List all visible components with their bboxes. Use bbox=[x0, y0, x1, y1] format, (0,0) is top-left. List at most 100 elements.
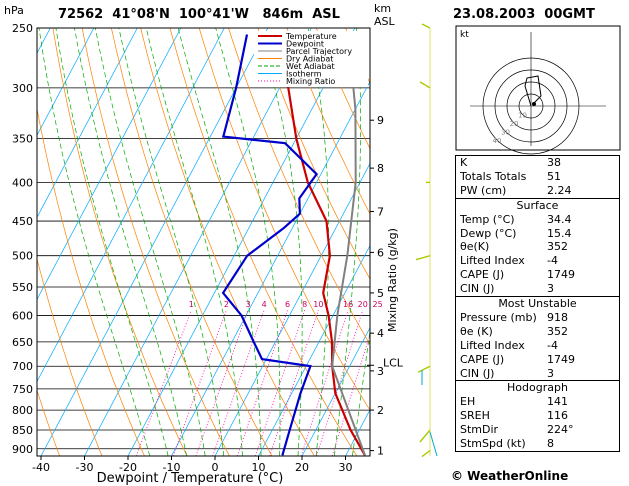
pressure-tick-label: 450 bbox=[12, 215, 33, 228]
isotherm-line bbox=[171, 80, 370, 456]
mixing-ratio-line bbox=[316, 309, 364, 456]
wind-barb bbox=[417, 365, 431, 373]
surface-row: Temp (°C) 34.4 bbox=[460, 212, 572, 226]
km-tick-label: 6 bbox=[377, 246, 384, 259]
dry-adiabat-line bbox=[140, 28, 315, 456]
hpa-label: hPa bbox=[4, 4, 24, 17]
isotherm-line bbox=[127, 28, 356, 456]
km-tick-label: 5 bbox=[377, 287, 384, 300]
station-line: 72562 41°08'N 100°41'W 846m ASL bbox=[58, 7, 340, 22]
wet-adiabat-line bbox=[55, 28, 169, 456]
pressure-tick-label: 650 bbox=[12, 336, 33, 349]
copyright: © WeatherOnline bbox=[451, 469, 569, 483]
dry-adiabat-line bbox=[257, 28, 370, 280]
wind-barb bbox=[419, 429, 431, 443]
mu-row: Pressure (mb) 918 bbox=[460, 311, 568, 325]
basic-indices-table: K 38 Totals Totals 51 PW (cm) 2.24 bbox=[455, 155, 620, 199]
asl-label: ASL bbox=[374, 15, 396, 28]
km-tick-label: 1 bbox=[377, 445, 384, 458]
wet-adiabat-line bbox=[118, 28, 225, 456]
surface-row: CAPE (J) 1749 bbox=[460, 268, 575, 282]
wet-adiabat-line bbox=[352, 328, 370, 456]
lcl-label: LCL bbox=[383, 356, 404, 369]
datetime: 23.08.2003 00GMT bbox=[453, 7, 595, 22]
pressure-tick-label: 750 bbox=[12, 383, 33, 396]
pressure-tick-label: 550 bbox=[12, 281, 33, 294]
isotherm-line bbox=[84, 28, 312, 456]
mixing-ratio-label: 8 bbox=[302, 300, 307, 309]
mixing-ratio-label: 1 bbox=[189, 300, 194, 309]
mu-row: θe (K) 352 bbox=[460, 324, 568, 338]
temp-tick-label: 0 bbox=[212, 461, 219, 474]
temp-tick-label: -40 bbox=[32, 461, 50, 474]
plot-frame bbox=[36, 27, 371, 457]
pressure-tick-label: 900 bbox=[12, 443, 33, 456]
km-tick-label: 8 bbox=[377, 162, 384, 175]
km-tick-label: 9 bbox=[377, 114, 384, 127]
hodograph-ring-label: 30 bbox=[501, 128, 510, 136]
wet-adiabat-line bbox=[94, 28, 206, 456]
wet-adiabat-line bbox=[74, 28, 187, 456]
hodograph-kt-label: kt bbox=[460, 30, 469, 40]
km-label: km bbox=[374, 2, 391, 15]
pressure-tick-label: 350 bbox=[12, 133, 33, 146]
pressure-tick-label: 850 bbox=[12, 424, 33, 437]
legend-label: Wet Adiabat bbox=[286, 62, 335, 71]
mixing-ratio-label: 2 bbox=[224, 300, 229, 309]
most-unstable-title: Most Unstable bbox=[498, 297, 577, 311]
dry-adiabat-line bbox=[169, 28, 358, 456]
index-row-tt: Totals Totals 51 bbox=[460, 169, 561, 183]
most-unstable-table: Most Unstable Pressure (mb) 918 θe (K) 352… bbox=[455, 297, 620, 382]
mixing-ratio-label: 3 bbox=[246, 300, 251, 309]
index-row-pw: PW (cm) 2.24 bbox=[460, 183, 572, 197]
hodograph-table: Hodograph EH 141 SREH 116 StmDir 224° StmSp… bbox=[455, 381, 620, 453]
wind-barb bbox=[415, 255, 431, 261]
isotherm-line bbox=[258, 244, 370, 456]
wet-adiabat-line bbox=[333, 28, 361, 456]
surface-row: θe(K) 352 bbox=[460, 240, 568, 254]
wet-adiabat-line bbox=[177, 28, 262, 456]
mixing-ratio-label: 16 bbox=[343, 300, 353, 309]
mixing-ratio-axis-label: Mixing Ratio (g/kg) bbox=[386, 228, 399, 332]
hodograph-ring-label: 20 bbox=[510, 120, 519, 128]
km-tick-label: 3 bbox=[377, 365, 384, 378]
pressure-tick-label: 800 bbox=[12, 404, 33, 417]
mixing-ratio-label: 25 bbox=[373, 300, 383, 309]
pressure-tick-label: 700 bbox=[12, 360, 33, 373]
hodo-row: StmSpd (kt) 8 bbox=[460, 437, 554, 451]
wind-profile bbox=[415, 23, 438, 458]
isotherm-line bbox=[37, 28, 182, 301]
hodo-row: StmDir 224° bbox=[460, 423, 574, 437]
mixing-ratio-label: 6 bbox=[285, 300, 290, 309]
dry-adiabat-line bbox=[228, 28, 370, 346]
dry-adiabat-line bbox=[37, 257, 103, 456]
isotherm-line bbox=[40, 28, 269, 456]
wet-adiabat-line bbox=[215, 28, 281, 456]
legend-label: Temperature bbox=[285, 32, 337, 41]
hodograph-trace bbox=[524, 75, 542, 107]
pressure-tick-label: 600 bbox=[12, 310, 33, 323]
wind-barb bbox=[429, 431, 438, 457]
wet-adiabat-line bbox=[145, 28, 243, 456]
temp-tick-label: -10 bbox=[163, 461, 181, 474]
temp-tick-label: -30 bbox=[76, 461, 94, 474]
mixing-ratio-label: 4 bbox=[262, 300, 267, 309]
x-axis-label: Dewpoint / Temperature (°C) bbox=[97, 471, 284, 486]
legend-label: Mixing Ratio bbox=[286, 77, 335, 86]
wind-barb bbox=[421, 23, 431, 29]
isotherm-line bbox=[37, 28, 95, 136]
dry-adiabat-line bbox=[81, 28, 230, 456]
temp-tick-label: 30 bbox=[339, 461, 353, 474]
km-tick-label: 7 bbox=[377, 205, 384, 218]
indices-panel: K 38 Totals Totals 51 PW (cm) 2.24 Surface … bbox=[455, 155, 620, 453]
legend-label: Dry Adiabat bbox=[286, 55, 333, 64]
mixing-ratio-label: 10 bbox=[313, 300, 323, 309]
mixing-ratio-line bbox=[212, 309, 265, 456]
temp-tick-label: -20 bbox=[119, 461, 137, 474]
km-tick-label: 4 bbox=[377, 327, 384, 340]
isotherm-line bbox=[37, 28, 138, 219]
hodograph-ring-label: 40 bbox=[493, 137, 502, 145]
